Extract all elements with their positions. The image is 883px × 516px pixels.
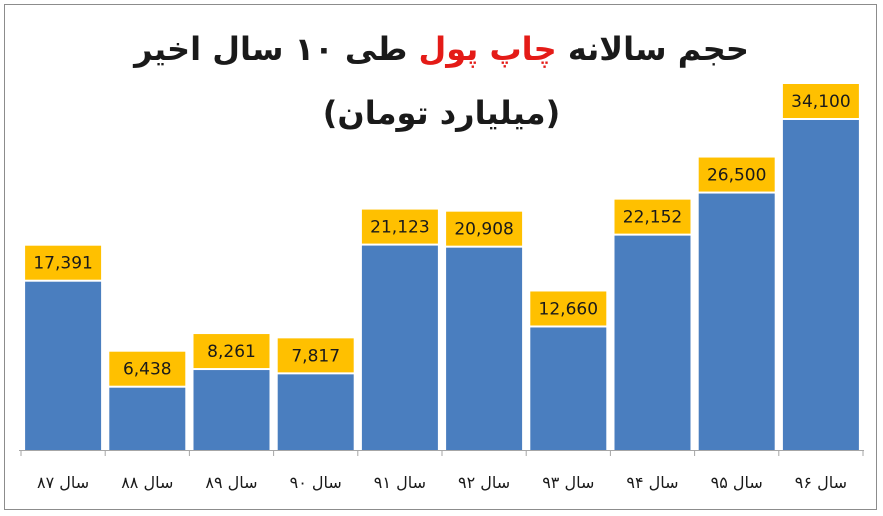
data-label: 8,261 [207, 342, 256, 362]
bar [361, 245, 438, 450]
data-label: 21,123 [370, 218, 429, 238]
chart-title-part1: حجم سالانه [567, 30, 749, 68]
x-tick-label: سال ۹۵ [711, 473, 763, 492]
data-label: 22,152 [623, 208, 682, 228]
data-label-bg [698, 157, 775, 192]
data-label-bg [109, 351, 186, 386]
bar [446, 247, 523, 450]
chart-title-part2: طی ۱۰ سال اخیر [134, 30, 408, 68]
bar [25, 281, 102, 450]
data-label-bg [361, 209, 438, 244]
data-label-bg [277, 338, 354, 373]
bar [614, 235, 691, 450]
data-label: 17,391 [33, 254, 92, 274]
x-tick-label: سال ۹۴ [626, 473, 678, 492]
data-label: 6,438 [123, 360, 172, 380]
data-label-bg [782, 84, 859, 118]
data-label: 34,100 [791, 92, 850, 112]
x-tick-label: سال ۹۳ [542, 473, 594, 492]
x-tick-label: سال ۹۲ [458, 473, 510, 492]
data-label-bg [446, 211, 523, 246]
bar [109, 387, 186, 450]
data-label-bg [614, 199, 691, 234]
x-tick-label: سال ۹۱ [374, 473, 426, 492]
bar [277, 374, 354, 450]
data-label: 12,660 [539, 299, 598, 319]
data-label-bg [193, 334, 270, 369]
x-tick-label: سال ۸۷ [37, 473, 89, 492]
bar [193, 370, 270, 450]
data-label: 26,500 [707, 166, 766, 186]
data-label-bg [530, 291, 607, 326]
chart-subtitle: (میلیارد تومان) [322, 94, 561, 132]
data-label-bg [25, 245, 102, 280]
x-tick-label: سال ۹۰ [290, 473, 342, 492]
bar [698, 193, 775, 450]
bar [530, 327, 607, 450]
chart-title-highlight: چاپ پول [418, 30, 557, 68]
bar [782, 120, 859, 450]
x-tick-label: سال ۸۹ [205, 473, 257, 492]
x-tick-label: سال ۹۶ [795, 473, 847, 492]
chart-title: حجم سالانه چاپ پول طی ۱۰ سال اخیر [0, 30, 883, 68]
data-label: 20,908 [454, 220, 513, 240]
data-label: 7,817 [291, 346, 340, 366]
x-tick-label: سال ۸۸ [121, 473, 173, 492]
